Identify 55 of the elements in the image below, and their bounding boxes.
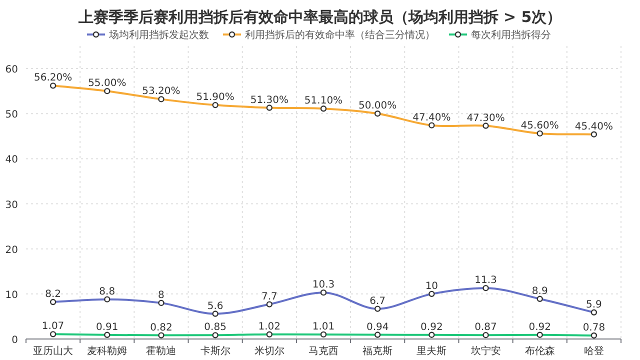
data-label: 5.6 — [207, 300, 224, 312]
legend-label: 利用挡拆后的有效命中率（结合三分情况） — [245, 29, 435, 41]
data-label: 6.7 — [370, 296, 386, 307]
data-label: 1.02 — [258, 321, 281, 332]
data-label: 50.00% — [358, 100, 397, 112]
y-tick-label: 40 — [5, 154, 18, 166]
data-label: 1.07 — [42, 321, 64, 332]
data-label: 10 — [425, 280, 438, 292]
data-label: 8.9 — [532, 286, 548, 297]
x-tick-label: 米切尔 — [254, 345, 284, 357]
data-label: 8.2 — [45, 289, 61, 300]
data-label: 51.10% — [304, 96, 343, 107]
x-tick-label: 里夫斯 — [416, 345, 447, 357]
x-tick-label: 哈登 — [584, 345, 604, 357]
data-label: 55.00% — [88, 78, 126, 90]
x-tick-label: 霍勒迪 — [146, 345, 176, 357]
chart-title: 上赛季季后赛利用挡拆后有效命中率最高的球员（场均利用挡拆 > 5次） — [77, 8, 562, 26]
x-tick-label: 布伦森 — [524, 345, 555, 357]
data-label: 0.82 — [150, 322, 172, 334]
data-label: 45.40% — [574, 121, 614, 132]
legend-label: 每次利用挡拆得分 — [471, 29, 551, 41]
data-label: 47.40% — [412, 112, 451, 124]
legend-label: 场均利用挡拆发起次数 — [108, 29, 209, 41]
data-label: 0.94 — [366, 322, 389, 333]
data-label: 8 — [158, 290, 164, 301]
data-label: 0.85 — [204, 322, 226, 334]
x-tick-label: 亚历山大 — [33, 345, 74, 357]
data-label: 5.9 — [586, 299, 602, 310]
data-label: 1.01 — [312, 321, 335, 332]
data-label: 51.30% — [250, 94, 288, 106]
y-tick-label: 30 — [5, 200, 18, 211]
data-label: 45.60% — [520, 120, 559, 132]
data-label: 0.87 — [474, 322, 497, 334]
data-label: 0.92 — [420, 322, 443, 333]
x-tick-label: 坎宁安 — [470, 345, 501, 357]
data-label: 10.3 — [312, 280, 335, 291]
data-label: 0.91 — [96, 322, 118, 333]
data-label: 7.7 — [261, 291, 278, 302]
data-label: 11.3 — [474, 275, 497, 286]
data-label: 0.92 — [528, 322, 551, 333]
data-label: 47.30% — [466, 112, 505, 124]
data-label: 8.8 — [99, 286, 116, 298]
y-tick-label: 0 — [12, 335, 18, 346]
data-label: 0.78 — [582, 322, 606, 334]
y-tick-label: 50 — [5, 110, 18, 121]
x-tick-label: 卡斯尔 — [200, 345, 230, 357]
x-tick-label: 麦科勒姆 — [87, 345, 128, 357]
data-label: 51.90% — [196, 92, 234, 104]
x-tick-label: 马克西 — [308, 345, 338, 357]
x-tick-label: 福克斯 — [362, 345, 393, 357]
data-label: 56.20% — [34, 72, 72, 84]
data-label: 53.20% — [142, 86, 180, 98]
y-tick-label: 60 — [5, 64, 18, 76]
y-tick-label: 10 — [5, 290, 18, 301]
y-tick-label: 20 — [5, 244, 18, 256]
